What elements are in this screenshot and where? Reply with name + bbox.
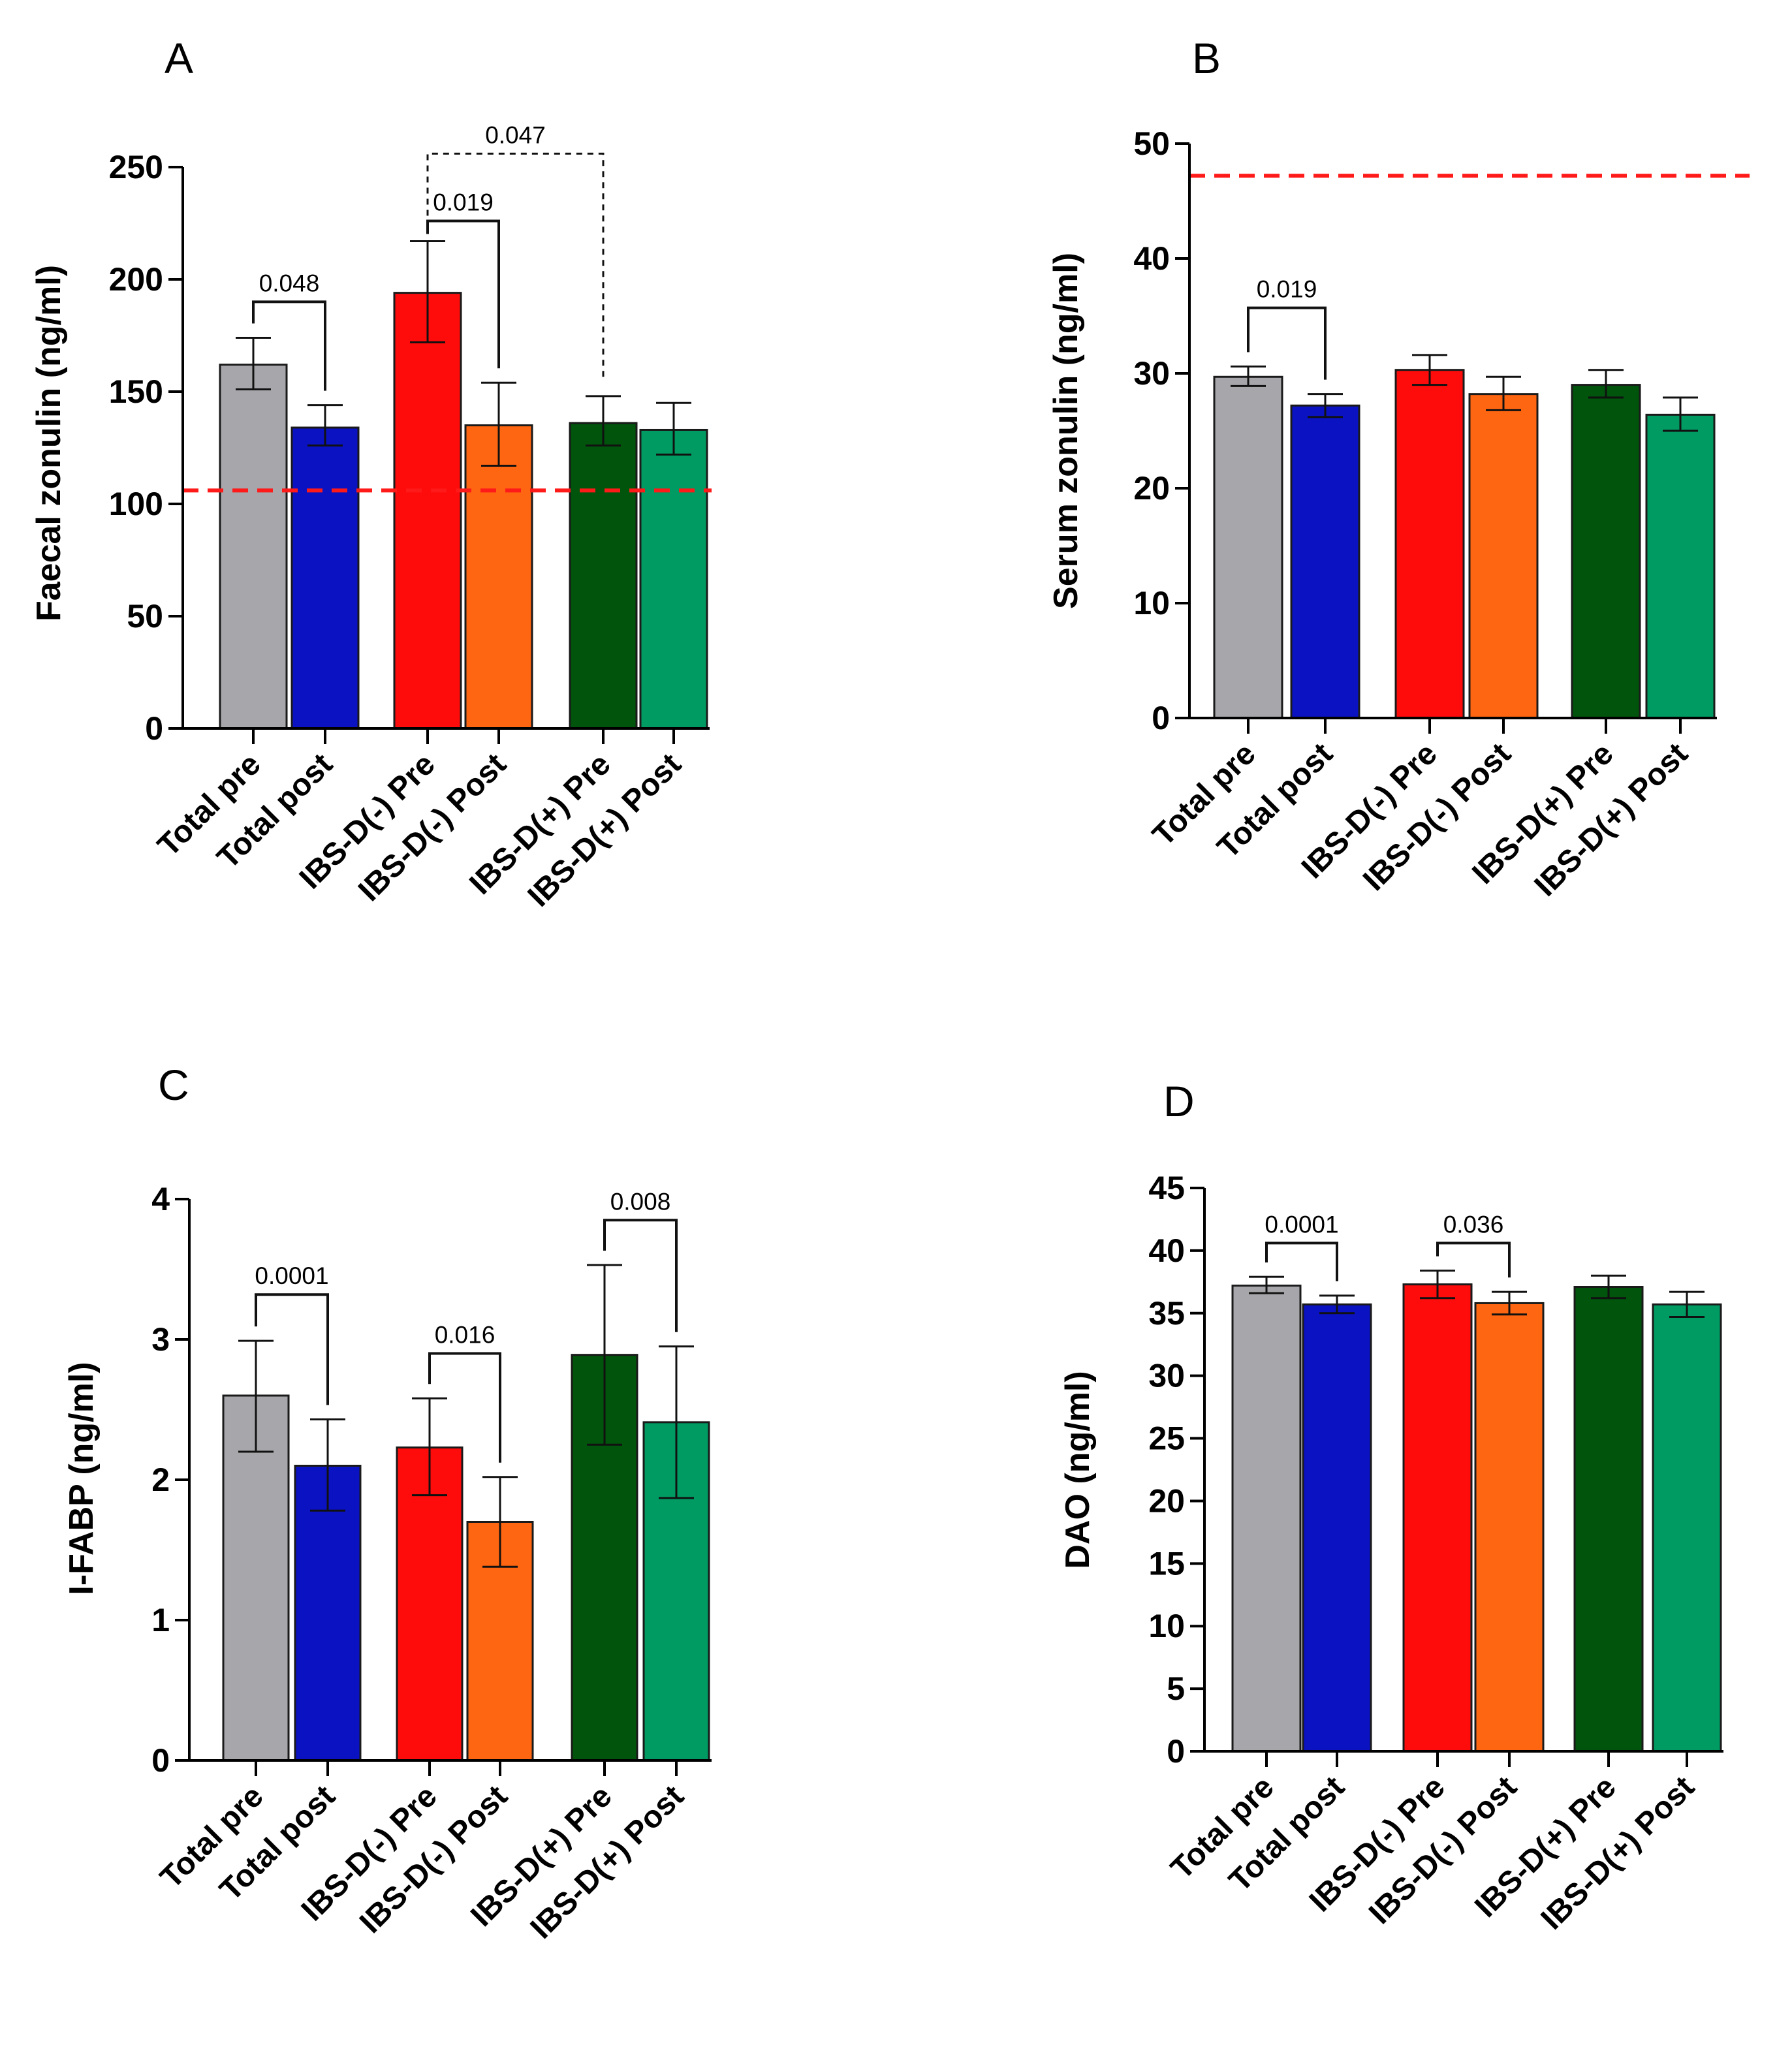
significance-bracket (428, 1352, 501, 1463)
y-tick-label: 45 (1148, 1170, 1185, 1206)
y-tick-label: 100 (109, 486, 163, 522)
y-tick-label: 5 (1167, 1670, 1185, 1707)
y-tick-label: 2 (151, 1461, 170, 1498)
bar-2 (1302, 1303, 1372, 1753)
y-tick-label: 40 (1133, 240, 1170, 277)
y-tick-label: 0 (1167, 1733, 1185, 1770)
y-tick-label: 25 (1148, 1420, 1185, 1457)
y-tick-label: 1 (151, 1602, 170, 1638)
y-tick-label: 4 (151, 1181, 170, 1217)
bar-4 (1474, 1302, 1545, 1753)
panel-a: A Faecal zonulin (ng/ml) 0 50 100 150 200 250… (30, 34, 712, 914)
bar-6 (639, 428, 708, 730)
y-tick-label: 50 (127, 598, 163, 634)
panel-letter-c: C (158, 1061, 189, 1109)
y-tick-label: 20 (1133, 470, 1170, 507)
significance-bracket (426, 219, 500, 369)
bar-4 (1468, 393, 1539, 719)
p-value-label: 0.0001 (255, 1262, 328, 1289)
y-tick-label: 10 (1133, 585, 1170, 621)
bar-4 (464, 424, 533, 730)
significance-bracket (603, 1219, 678, 1332)
p-value-label: 0.019 (1257, 276, 1317, 303)
significance-bracket (426, 152, 605, 382)
y-tick-label: 250 (109, 149, 163, 185)
y-tick-label: 35 (1148, 1295, 1185, 1332)
y-tick-label: 10 (1148, 1608, 1185, 1644)
p-value-label: 0.047 (485, 121, 546, 148)
bar-5 (1571, 384, 1641, 719)
bar-1 (222, 1394, 290, 1762)
y-tick-label: 0 (145, 710, 163, 747)
bar-1 (1231, 1285, 1302, 1753)
y-tick-label: 0 (151, 1742, 170, 1779)
p-value-label: 0.008 (610, 1188, 671, 1215)
y-tick-label: 200 (109, 261, 163, 298)
bar-5 (1573, 1286, 1644, 1753)
bar-6 (1645, 413, 1716, 719)
panel-b: B Serum zonulin (ng/ml) 01020304050Total… (1047, 34, 1750, 903)
bar-3 (1394, 369, 1465, 719)
y-tick-label: 0 (1152, 700, 1170, 736)
y-axis-title-c: I-FABP (ng/ml) (63, 1362, 101, 1595)
y-tick-label: 3 (151, 1321, 170, 1358)
y-tick-label: 40 (1148, 1232, 1185, 1269)
bar-5 (569, 422, 638, 730)
panel-letter-b: B (1192, 34, 1221, 82)
bar-1 (1213, 375, 1283, 719)
y-axis-title-a: Faecal zonulin (ng/ml) (30, 265, 68, 621)
y-tick-label: 150 (109, 373, 163, 410)
bar-6 (1652, 1303, 1722, 1753)
bar-1 (219, 364, 288, 730)
y-axis-title-d: DAO (ng/ml) (1059, 1371, 1097, 1569)
significance-bracket (252, 300, 326, 391)
panel-letter-d: D (1163, 1077, 1195, 1125)
y-axis-title-b: Serum zonulin (ng/ml) (1047, 253, 1085, 609)
bar-2 (291, 426, 360, 730)
p-value-label: 0.036 (1443, 1211, 1504, 1238)
p-value-label: 0.019 (433, 189, 494, 216)
y-tick-label: 30 (1133, 355, 1170, 392)
y-tick-label: 15 (1148, 1545, 1185, 1582)
p-value-label: 0.016 (435, 1322, 495, 1349)
significance-bracket (1247, 306, 1327, 380)
significance-bracket (255, 1293, 329, 1405)
p-value-label: 0.0001 (1265, 1211, 1338, 1238)
bar-3 (396, 1446, 464, 1762)
bar-3 (1402, 1283, 1473, 1753)
p-value-label: 0.048 (259, 270, 320, 296)
y-tick-label: 50 (1133, 125, 1170, 162)
panel-letter-a: A (165, 34, 193, 82)
bar-2 (1290, 404, 1360, 719)
significance-bracket (1436, 1242, 1511, 1278)
y-tick-label: 30 (1148, 1358, 1185, 1394)
bar-3 (393, 292, 462, 730)
y-tick-label: 20 (1148, 1482, 1185, 1519)
significance-bracket (1265, 1242, 1338, 1281)
